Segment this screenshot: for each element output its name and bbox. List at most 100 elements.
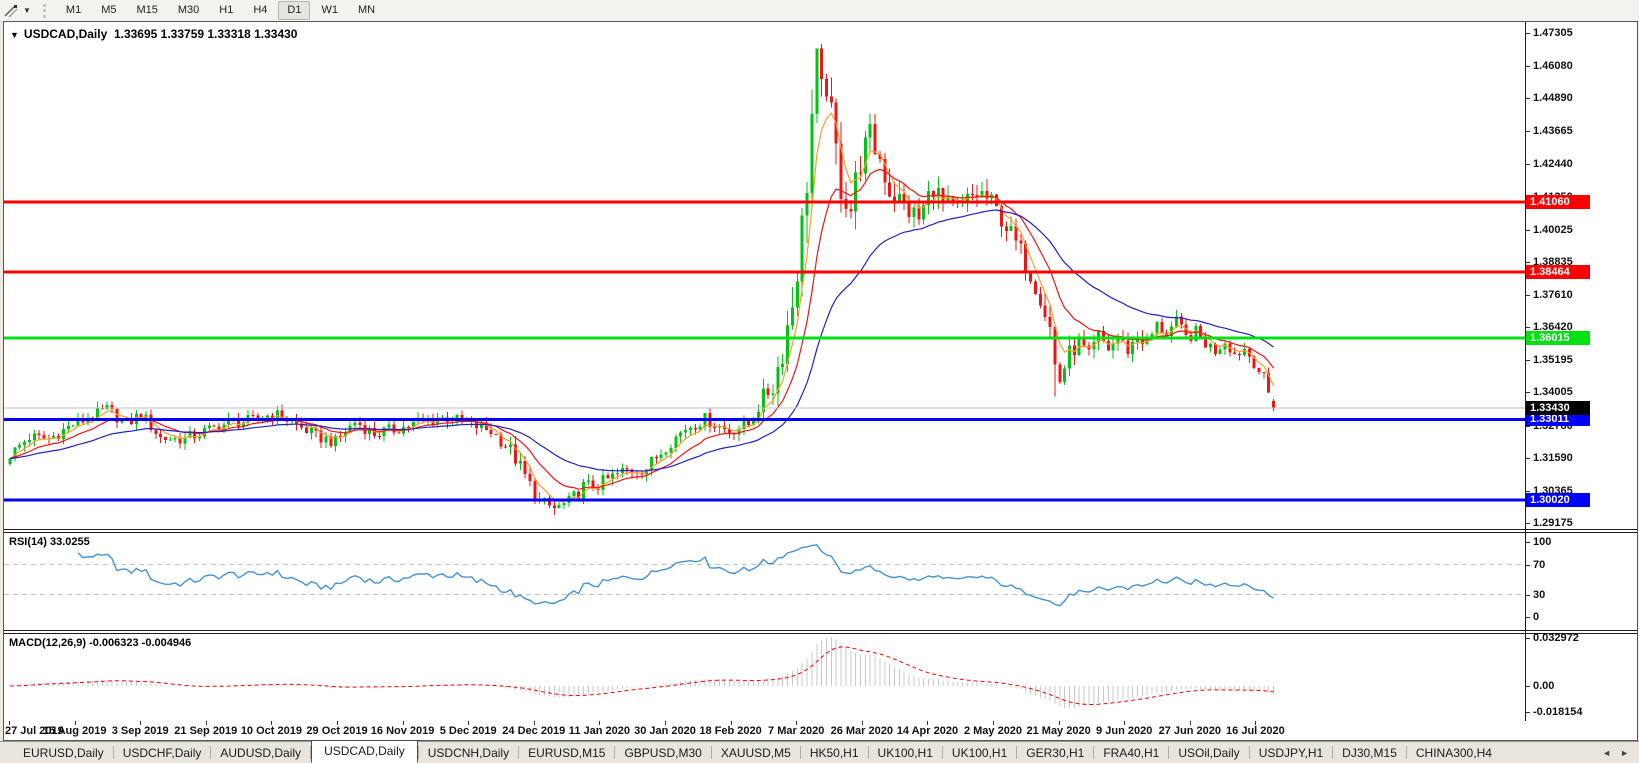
date-label: 30 Jan 2020 [634,725,696,737]
tab-divider [1093,746,1095,759]
tab-divider [1016,746,1018,759]
axis-tick [1526,686,1530,687]
time-axis[interactable]: 27 Jul 2019 15 Aug 2019 3 Sep 2019 21 Sep 2… [4,721,1525,740]
chart-title-caret[interactable]: ▼ [10,30,19,40]
date-label: 15 Aug 2019 [42,725,107,737]
axis-tick [1526,457,1530,459]
date-label: 16 Jul 2020 [1226,725,1285,737]
tab-usdjpy-h1[interactable]: USDJPY,H1 [1258,745,1324,760]
tab-eurusd-m15[interactable]: EURUSD,M15 [528,745,606,760]
timeframe-button-h1[interactable]: H1 [219,4,234,16]
timeframe-button-group: M1 M5 M15 M30 H1 H4 D1 W1 MN [56,1,385,20]
chart-window: ▼ USDCAD,Daily 1.33695 1.33759 1.33318 1.… [3,21,1638,741]
rsi-tick-label: 0 [1533,611,1540,623]
date-label: 21 Sep 2019 [174,725,238,737]
date-label: 9 Jun 2020 [1096,725,1153,737]
tab-divider [710,746,712,759]
axis-tick [1526,617,1530,618]
tab-usdcnh-daily[interactable]: USDCNH,Daily [427,745,510,760]
time-axis-tick [337,721,338,725]
tab-divider [1168,746,1170,759]
tab-uk100-h1[interactable]: UK100,H1 [877,745,933,760]
timeframe-button-mn[interactable]: MN [357,4,376,16]
timeframe-button-h4[interactable]: H4 [253,4,268,16]
tab-ger30-h1[interactable]: GER30,H1 [1026,745,1085,760]
tab-divider [417,746,419,759]
axis-tick [1526,594,1530,596]
tool-dropdown-caret[interactable]: ▼ [23,6,31,15]
tab-divider [112,746,114,759]
level-price-badge: 1.30020 [1526,493,1590,508]
axis-tick [1526,295,1530,297]
tab-dj30-m15[interactable]: DJ30,M15 [1342,745,1397,760]
timeframe-button-d1[interactable]: D1 [278,1,311,20]
chart-title-ohlc: 1.33695 1.33759 1.33318 1.33430 [113,27,298,41]
timeframe-button-m5[interactable]: M5 [101,4,117,16]
price-pane[interactable]: ▼ USDCAD,Daily 1.33695 1.33759 1.33318 1.… [4,22,1525,529]
axis-tick [1526,392,1530,394]
axis-tick [1526,637,1530,639]
time-axis-tick [927,721,929,725]
macd-pane[interactable]: MACD(12,26,9) -0.006323 -0.004946 [4,634,1525,721]
time-axis-tick [665,721,666,725]
tab-xauusd-m5[interactable]: XAUUSD,M5 [720,745,791,760]
timeframe-button-m15[interactable]: M15 [136,4,158,16]
axis-tick [1526,712,1530,714]
axis-tick [1526,98,1530,100]
price-tick-label: 1.37610 [1533,289,1573,302]
axis-tick [1526,164,1530,166]
tab-usdcad-daily[interactable]: USDCAD,Daily [311,740,418,763]
date-label: 16 Nov 2019 [370,725,435,737]
top-toolbar: ▼ M1 M5 M15 M30 H1 H4 D1 W1 MN [0,0,1639,22]
pane-separator[interactable] [4,529,1637,533]
time-axis-tick [205,721,207,725]
candlestick-chart[interactable] [4,22,1525,529]
time-axis-tick [533,721,535,725]
price-axis-line [1525,22,1526,721]
date-label: 3 Sep 2019 [111,725,169,737]
rsi-tick-label: 100 [1533,536,1552,548]
price-tick-label: 1.46080 [1533,60,1573,73]
rsi-pane[interactable]: RSI(14) 33.0255 [4,533,1525,630]
price-tick-label: 1.43665 [1533,125,1573,138]
axis-tick [1526,542,1530,543]
chart-title: ▼ USDCAD,Daily 1.33695 1.33759 1.33318 1.… [10,27,297,41]
time-axis-tick [1255,721,1257,725]
price-tick-label: 1.44890 [1533,92,1573,105]
tab-scroll-left-icon[interactable]: ◄ [1602,747,1612,758]
tab-uk100-h1[interactable]: UK100,H1 [951,745,1008,760]
axis-tick [1526,229,1530,231]
axis-tick [1526,33,1530,34]
date-label: 10 Oct 2019 [240,725,302,737]
date-label: 21 May 2020 [1026,725,1091,737]
macd-tick-label: 0.032972 [1533,631,1579,644]
diagonal-tool-icon [4,4,18,17]
date-label: 5 Dec 2019 [439,725,497,737]
timeframe-button-m30[interactable]: M30 [177,4,200,16]
date-label: 11 Jan 2020 [568,725,630,737]
toolbar-grip[interactable] [42,3,49,18]
tab-gbpusd-m30[interactable]: GBPUSD,M30 [624,745,702,760]
level-price-badge: 1.36015 [1526,331,1590,346]
line-studies-button[interactable]: ▼ [1,3,34,19]
time-axis-tick [402,721,404,725]
tab-fra40-h1[interactable]: FRA40,H1 [1103,745,1160,760]
tab-usoil-daily[interactable]: USOil,Daily [1178,745,1240,760]
pane-separator[interactable] [4,630,1637,634]
timeframe-button-m1[interactable]: M1 [65,4,82,16]
date-label: 27 Jun 2020 [1158,725,1221,737]
tab-eurusd-daily[interactable]: EURUSD,Daily [23,745,104,760]
tab-audusd-daily[interactable]: AUDUSD,Daily [220,745,302,760]
tab-divider [518,746,520,759]
tab-hk50-h1[interactable]: HK50,H1 [809,745,859,760]
tab-scroll-right-icon[interactable]: ► [1620,747,1629,758]
tab-usdchf-daily[interactable]: USDCHF,Daily [122,745,202,760]
axis-tick [1526,523,1530,524]
axis-tick [1526,131,1530,133]
price-tick-label: 1.29175 [1533,517,1573,529]
tab-china300-h4[interactable]: CHINA300,H4 [1415,745,1492,760]
timeframe-button-w1[interactable]: W1 [321,4,338,16]
time-axis-tick [993,721,994,725]
chart-tab-bar: EURUSD,Daily USDCHF,Daily AUDUSD,Daily USDC… [0,740,1639,763]
